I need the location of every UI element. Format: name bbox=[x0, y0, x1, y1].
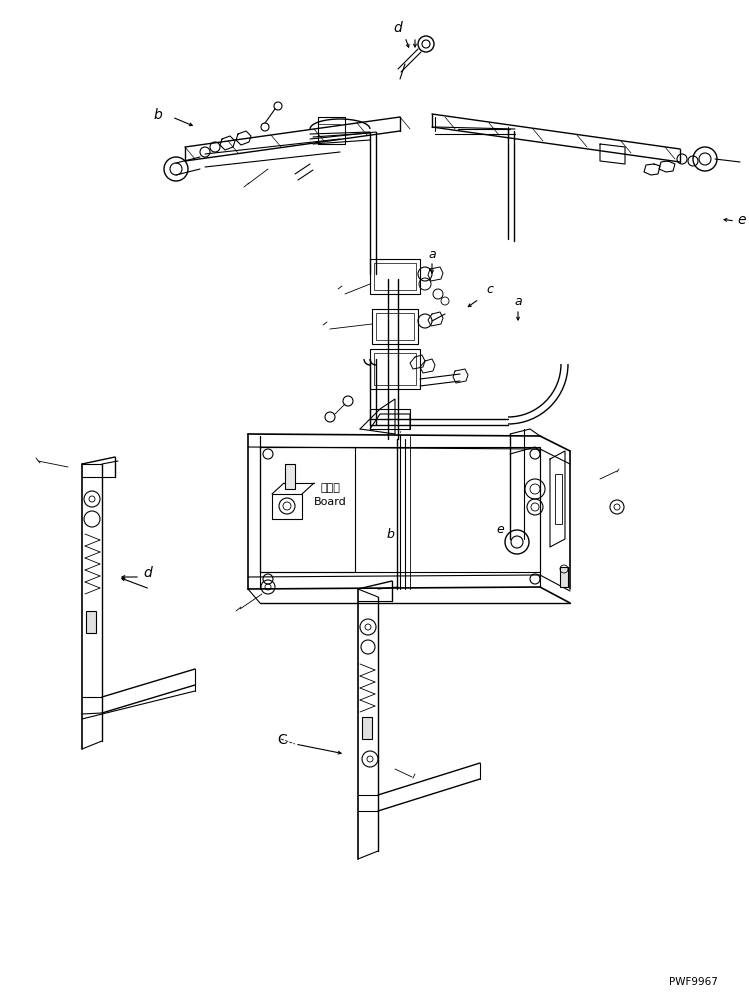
Bar bbox=[370, 259, 420, 294]
Text: b: b bbox=[386, 528, 394, 541]
Text: c: c bbox=[487, 283, 494, 296]
Text: a: a bbox=[514, 295, 522, 308]
Bar bbox=[560, 568, 568, 587]
Text: ボード: ボード bbox=[320, 482, 340, 492]
Text: Board: Board bbox=[314, 496, 346, 507]
Text: e: e bbox=[496, 523, 504, 536]
Bar bbox=[555, 474, 562, 525]
Bar bbox=[374, 263, 416, 290]
Text: d: d bbox=[394, 21, 402, 35]
Text: PWF9967: PWF9967 bbox=[669, 976, 718, 986]
Bar bbox=[370, 350, 420, 390]
Bar bbox=[362, 718, 372, 740]
Bar bbox=[260, 447, 540, 573]
Bar bbox=[376, 314, 414, 341]
Text: e: e bbox=[738, 213, 746, 227]
Bar bbox=[370, 410, 410, 429]
Text: C: C bbox=[277, 733, 287, 746]
Bar bbox=[285, 464, 295, 489]
Text: d: d bbox=[144, 566, 152, 580]
Bar bbox=[272, 494, 302, 520]
Bar bbox=[86, 611, 96, 633]
Bar bbox=[374, 354, 416, 386]
Text: a: a bbox=[428, 248, 436, 261]
Text: b: b bbox=[154, 108, 163, 122]
Bar bbox=[372, 310, 418, 345]
Bar bbox=[260, 447, 355, 573]
